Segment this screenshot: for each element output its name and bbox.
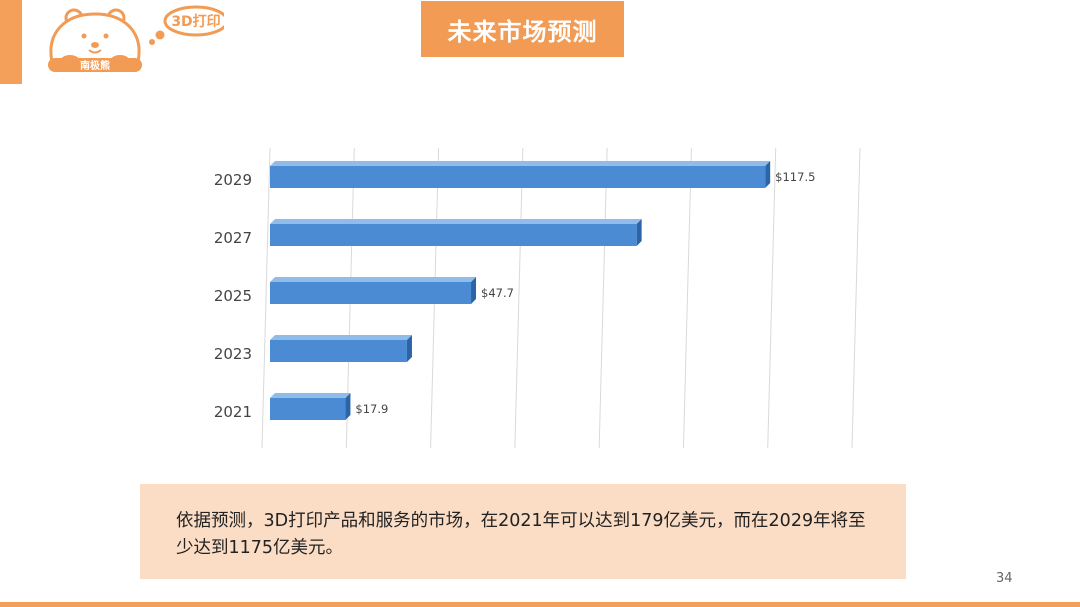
caption-text: 依据预测，3D打印产品和服务的市场，在2021年可以达到179亿美元，而在202…	[176, 511, 866, 558]
gridline	[682, 147, 692, 449]
data-label: $117.5	[775, 170, 815, 184]
logo-badge: 3D打印	[171, 13, 220, 30]
logo-name: 南极熊	[80, 59, 110, 72]
bar-side-face	[765, 161, 771, 188]
bar	[270, 340, 407, 362]
gridline	[514, 147, 524, 449]
bar-top-face	[270, 277, 477, 282]
bar-side-face	[471, 277, 477, 304]
bar-top-face	[270, 219, 642, 224]
market-forecast-bar-chart: 2029 $117.5 2027 2025 $47.7 2023 2021 $17.9	[214, 147, 861, 449]
bar	[270, 224, 637, 246]
bar-side-face	[636, 219, 642, 246]
bar-side-face	[345, 393, 351, 420]
category-label: 2021	[214, 403, 252, 421]
category-label: 2027	[214, 229, 252, 247]
bar-side-face	[406, 335, 412, 362]
gridline	[598, 147, 608, 449]
category-label: 2025	[214, 287, 252, 305]
page-number: 34	[996, 571, 1013, 586]
category-label: 2023	[214, 345, 252, 363]
bar	[270, 166, 766, 188]
left-accent-bar	[0, 0, 22, 84]
bar-top-face	[270, 161, 771, 166]
page-title: 未来市场预测	[421, 1, 624, 57]
bear-icon	[49, 8, 141, 65]
bar-top-face	[270, 335, 412, 340]
bottom-accent-bar	[0, 602, 1080, 607]
gridline	[261, 147, 271, 449]
bar	[270, 398, 346, 420]
caption-box: 依据预测，3D打印产品和服务的市场，在2021年可以达到179亿美元，而在202…	[140, 484, 906, 579]
gridline	[767, 147, 777, 449]
bar	[270, 282, 472, 304]
bar-top-face	[270, 393, 351, 398]
data-label: $17.9	[355, 402, 388, 416]
nanjixiong-logo: 南极熊 3D打印	[48, 5, 224, 72]
category-label: 2029	[214, 171, 252, 189]
gridline	[851, 147, 861, 449]
data-label: $47.7	[481, 286, 514, 300]
